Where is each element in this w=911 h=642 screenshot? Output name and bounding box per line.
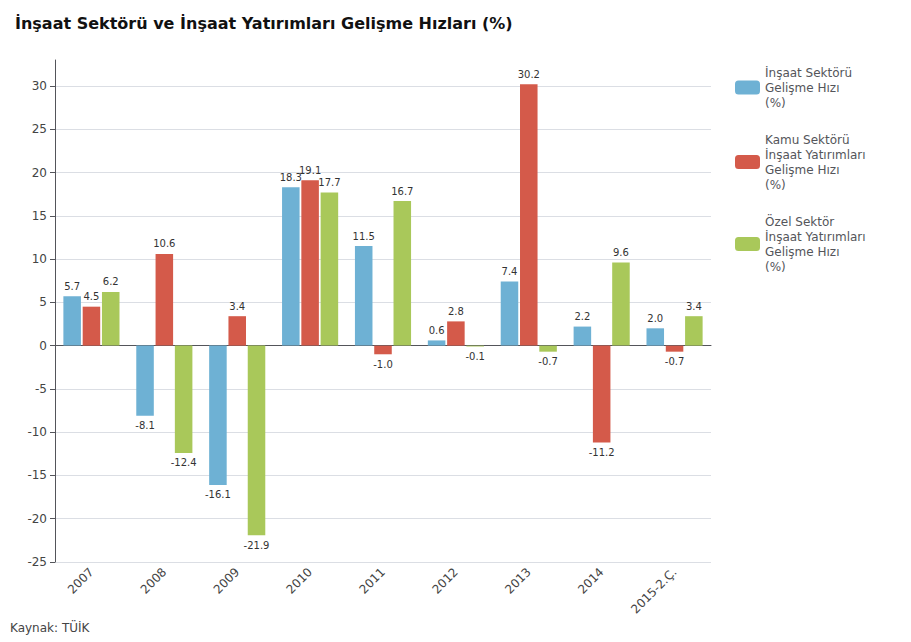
svg-text:Özel Sektör: Özel Sektör — [765, 213, 834, 229]
svg-text:2011: 2011 — [356, 565, 387, 596]
svg-text:2008: 2008 — [138, 565, 169, 596]
svg-text:5.7: 5.7 — [64, 281, 80, 292]
svg-text:(%): (%) — [765, 178, 786, 192]
svg-text:9.6: 9.6 — [613, 247, 629, 258]
svg-text:2013: 2013 — [502, 565, 533, 596]
svg-text:5: 5 — [39, 295, 47, 309]
svg-text:10.6: 10.6 — [153, 238, 175, 249]
svg-text:2014: 2014 — [575, 565, 606, 596]
svg-text:2.2: 2.2 — [574, 311, 590, 322]
svg-text:-16.1: -16.1 — [205, 489, 231, 500]
svg-text:3.4: 3.4 — [686, 301, 702, 312]
svg-text:(%): (%) — [765, 260, 786, 274]
svg-text:0.6: 0.6 — [429, 325, 445, 336]
svg-text:20: 20 — [32, 166, 47, 180]
svg-text:(%): (%) — [765, 96, 786, 110]
svg-text:-12.4: -12.4 — [171, 457, 197, 468]
svg-text:Kamu Sektörü: Kamu Sektörü — [765, 133, 850, 147]
svg-text:17.7: 17.7 — [318, 177, 340, 188]
svg-text:-5: -5 — [35, 382, 47, 396]
svg-text:-21.9: -21.9 — [244, 540, 270, 551]
svg-text:15: 15 — [32, 209, 47, 223]
svg-text:18.3: 18.3 — [279, 171, 302, 183]
svg-text:2009: 2009 — [211, 565, 242, 596]
svg-text:Gelişme Hızı: Gelişme Hızı — [765, 163, 839, 177]
svg-text:-0.1: -0.1 — [465, 351, 485, 362]
svg-text:7.4: 7.4 — [502, 266, 518, 277]
svg-text:-1.0: -1.0 — [373, 359, 393, 370]
svg-text:2.0: 2.0 — [647, 313, 663, 324]
svg-text:Gelişme Hızı: Gelişme Hızı — [765, 81, 839, 95]
svg-text:2010: 2010 — [284, 565, 315, 596]
svg-text:-25: -25 — [27, 555, 47, 569]
svg-text:İnşaat Yatırımları: İnşaat Yatırımları — [765, 229, 866, 244]
svg-text:10: 10 — [32, 252, 47, 266]
svg-text:4.5: 4.5 — [83, 291, 99, 302]
svg-text:İnşaat Yatırımları: İnşaat Yatırımları — [765, 147, 866, 162]
svg-text:30: 30 — [32, 79, 47, 93]
svg-text:İnşaat Sektörü ve İnşaat Yatır: İnşaat Sektörü ve İnşaat Yatırımları Gel… — [15, 14, 513, 33]
svg-text:19.1: 19.1 — [299, 165, 321, 176]
svg-text:-0.7: -0.7 — [665, 356, 685, 367]
svg-text:6.2: 6.2 — [103, 276, 119, 287]
svg-text:-0.7: -0.7 — [538, 356, 558, 367]
svg-text:-11.2: -11.2 — [589, 447, 615, 458]
svg-text:3.4: 3.4 — [229, 301, 245, 312]
svg-text:0: 0 — [39, 339, 47, 353]
svg-text:-15: -15 — [27, 468, 47, 482]
svg-text:Gelişme Hızı: Gelişme Hızı — [765, 245, 839, 259]
svg-text:2.8: 2.8 — [448, 306, 464, 317]
svg-text:2007: 2007 — [65, 565, 96, 596]
svg-text:Kaynak: TÜİK: Kaynak: TÜİK — [10, 619, 91, 635]
svg-text:25: 25 — [32, 122, 47, 136]
svg-text:16.7: 16.7 — [391, 186, 413, 197]
svg-text:-20: -20 — [27, 512, 47, 526]
svg-text:30.2: 30.2 — [518, 69, 540, 80]
svg-text:-10: -10 — [27, 425, 47, 439]
svg-text:11.5: 11.5 — [353, 231, 375, 242]
svg-text:2012: 2012 — [429, 565, 460, 596]
svg-text:2015-2.Ç.: 2015-2.Ç. — [628, 565, 679, 616]
svg-text:İnşaat Sektörü: İnşaat Sektörü — [765, 65, 852, 80]
svg-text:-8.1: -8.1 — [135, 420, 155, 431]
